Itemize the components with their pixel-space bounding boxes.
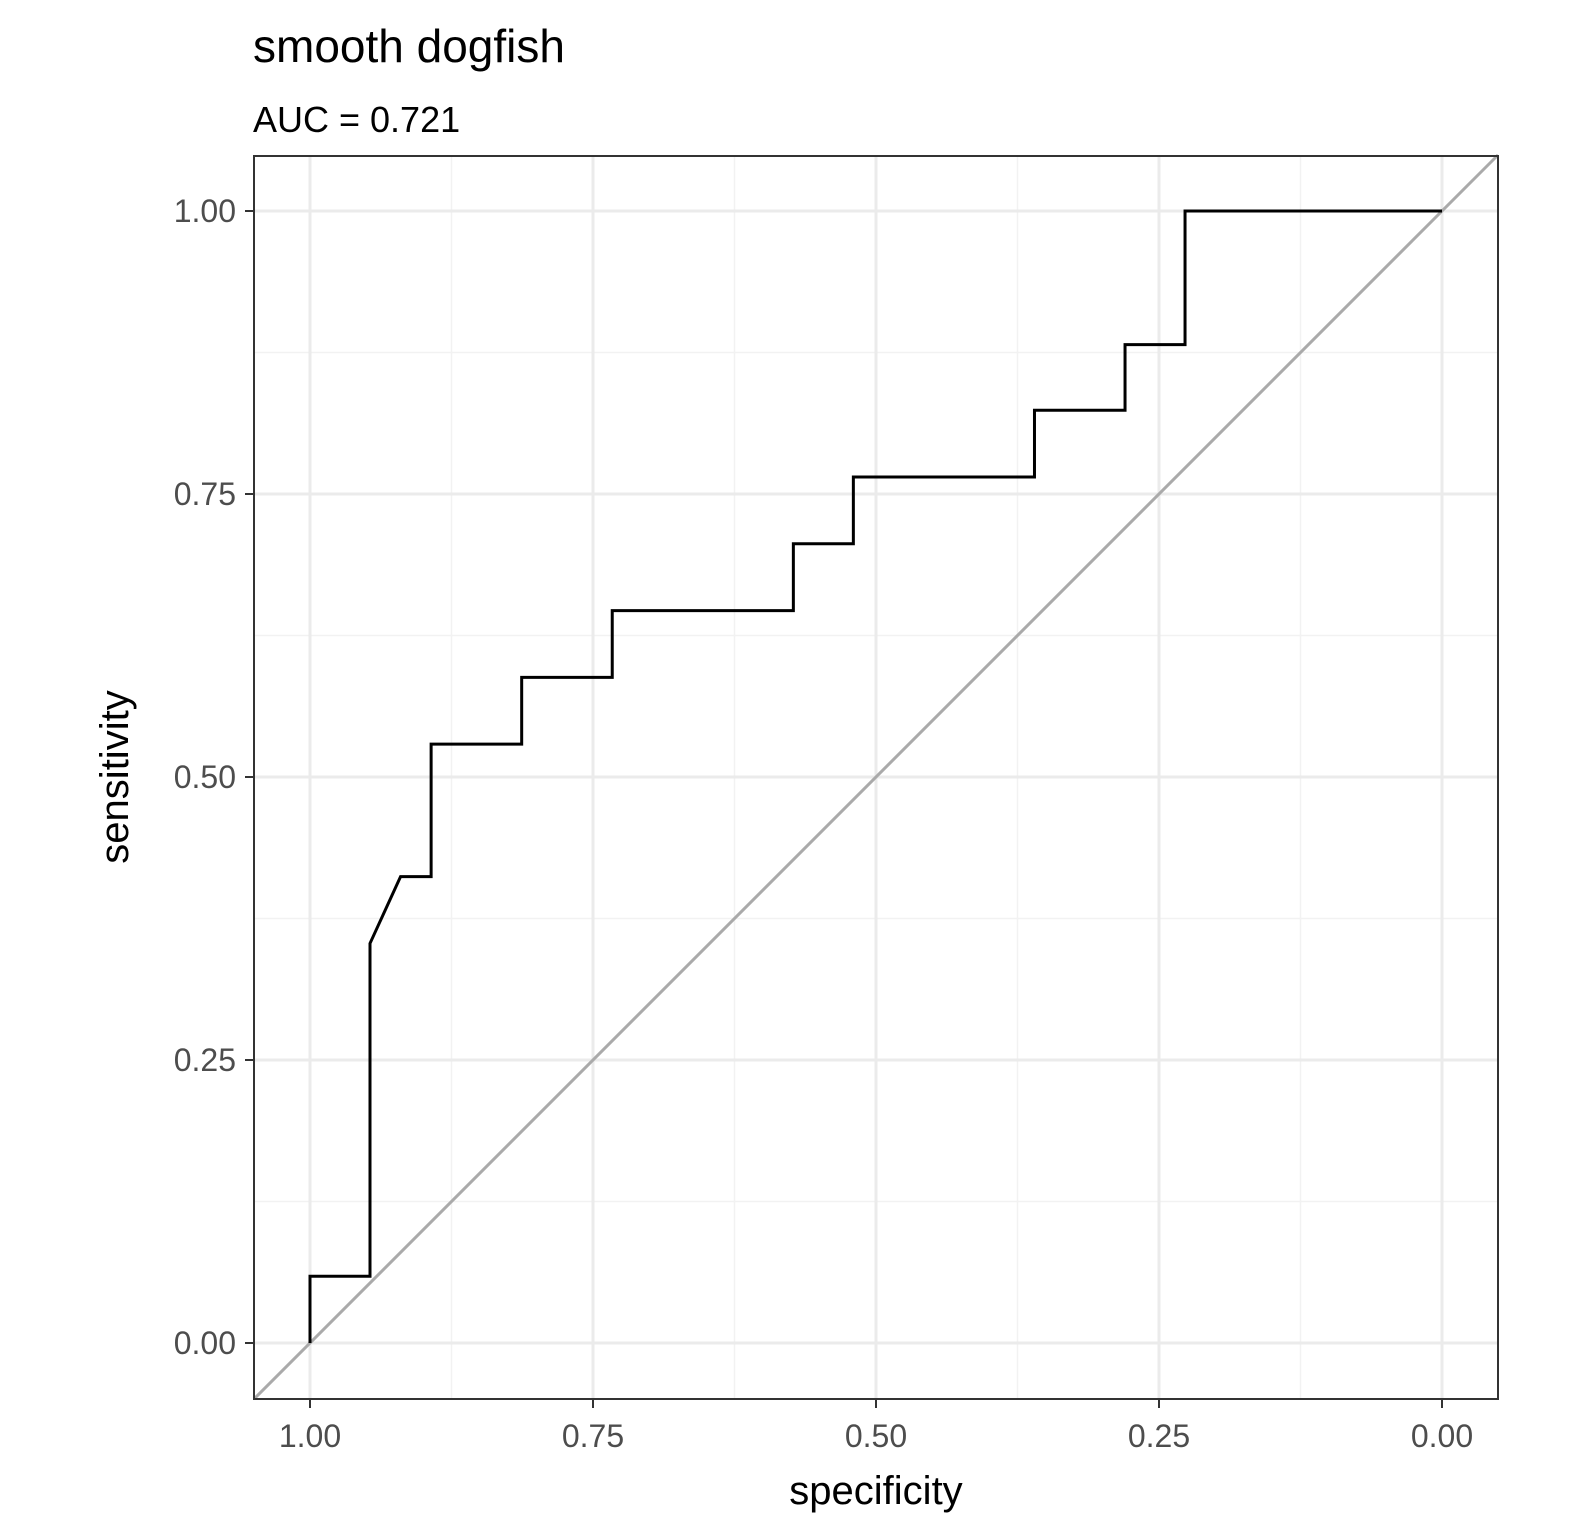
series-layer xyxy=(308,209,1442,1343)
y-tick-label: 0.50 xyxy=(174,759,236,795)
chart-subtitle: AUC = 0.721 xyxy=(253,99,460,140)
roc-curve-line xyxy=(308,209,1442,1343)
y-tick-label: 0.00 xyxy=(174,1325,236,1361)
y-tick-label: 0.75 xyxy=(174,476,236,512)
y-tick-label: 1.00 xyxy=(174,193,236,229)
chart-title: smooth dogfish xyxy=(253,20,565,72)
x-axis-title: specificity xyxy=(789,1469,962,1513)
x-tick-label: 0.25 xyxy=(1128,1418,1190,1454)
axis-layer: 1.00 0.75 0.50 0.25 0.00 0.00 0.25 0.50 0.75 1.00 xyxy=(174,193,1473,1454)
x-tick-label: 0.50 xyxy=(845,1418,907,1454)
reference-layer xyxy=(252,153,1500,1401)
y-tick-label: 0.25 xyxy=(174,1042,236,1078)
x-tick-label: 0.75 xyxy=(562,1418,624,1454)
x-tick-label: 0.00 xyxy=(1411,1418,1473,1454)
y-axis-title: sensitivity xyxy=(93,690,137,863)
x-tick-label: 1.00 xyxy=(279,1418,341,1454)
reference-diagonal-line xyxy=(252,153,1500,1401)
